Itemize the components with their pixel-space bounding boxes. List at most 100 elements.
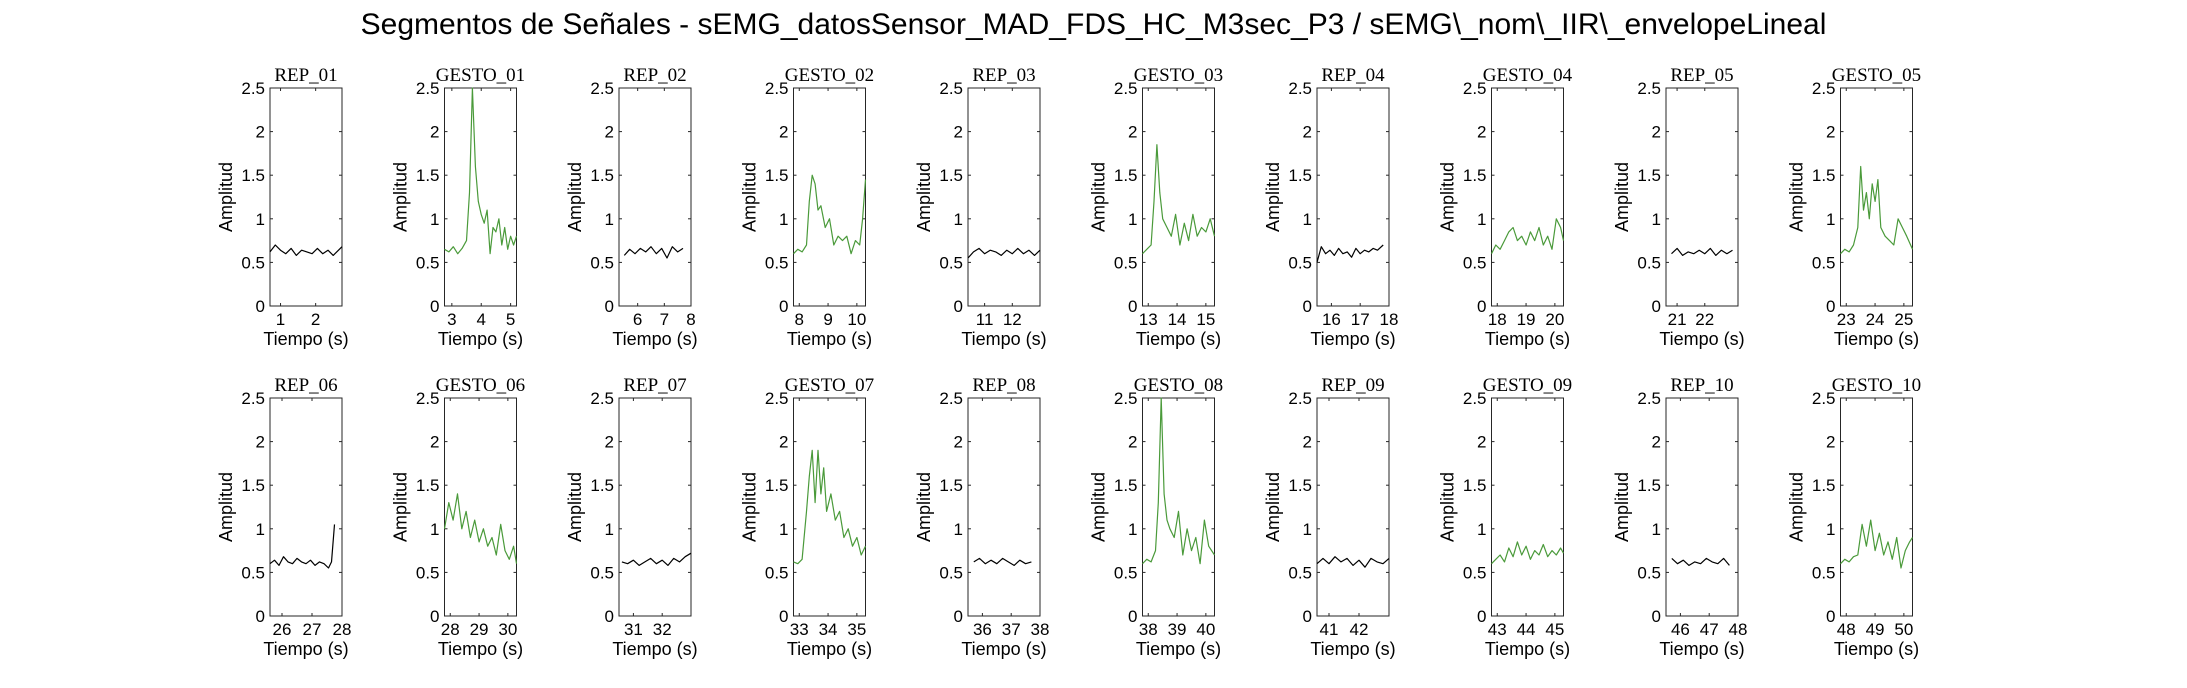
y-axis-label: Amplitud xyxy=(216,472,236,542)
y-tick-label: 1 xyxy=(1826,210,1835,229)
y-axis-label: Amplitud xyxy=(740,472,760,542)
y-tick-label: 1 xyxy=(256,210,265,229)
y-tick-label: 1.5 xyxy=(241,476,265,495)
y-tick-label: 1.5 xyxy=(241,166,265,185)
x-tick-label: 26 xyxy=(273,620,292,639)
y-tick-label: 2 xyxy=(1303,123,1312,142)
y-tick-label: 1 xyxy=(779,210,788,229)
x-tick-label: 44 xyxy=(1517,620,1536,639)
figure-title: Segmentos de Señales - sEMG_datosSensor_… xyxy=(360,8,1827,41)
y-tick-label: 1 xyxy=(430,210,439,229)
y-tick-label: 0.5 xyxy=(1637,563,1661,582)
y-tick-label: 1 xyxy=(1826,520,1835,539)
signal-line xyxy=(269,244,343,256)
x-tick-label: 15 xyxy=(1196,310,1215,329)
y-tick-label: 0 xyxy=(605,297,614,316)
y-tick-label: 0 xyxy=(1128,297,1137,316)
axes-box xyxy=(1665,87,1739,307)
x-tick-label: 36 xyxy=(973,620,992,639)
x-tick-label: 11 xyxy=(976,310,994,329)
signal-line xyxy=(444,87,518,255)
x-tick-label: 39 xyxy=(1168,620,1187,639)
y-axis-label: Amplitud xyxy=(1089,472,1109,542)
y-tick-label: 1 xyxy=(954,210,963,229)
x-tick-label: 17 xyxy=(1351,310,1370,329)
signal-line xyxy=(1491,541,1565,565)
y-tick-label: 0.5 xyxy=(765,253,789,272)
x-tick-label: 48 xyxy=(1837,620,1856,639)
y-tick-label: 2.5 xyxy=(590,79,614,98)
x-axis-label: Tiempo (s) xyxy=(1659,329,1744,349)
y-tick-label: 0 xyxy=(779,607,788,626)
y-tick-label: 1 xyxy=(1303,210,1312,229)
x-axis-label: Tiempo (s) xyxy=(1310,329,1395,349)
y-axis-label: Amplitud xyxy=(1438,472,1458,542)
y-axis-label: Amplitud xyxy=(1787,162,1807,232)
y-tick-label: 2 xyxy=(256,123,265,142)
signal-line xyxy=(623,246,684,259)
y-tick-label: 1.5 xyxy=(1812,166,1836,185)
x-tick-label: 16 xyxy=(1322,310,1341,329)
x-tick-label: 37 xyxy=(1002,620,1021,639)
signal-line xyxy=(1142,144,1216,255)
subplot-title: REP_04 xyxy=(1321,65,1385,86)
subplot-title: REP_09 xyxy=(1321,375,1384,396)
x-tick-label: 6 xyxy=(633,310,642,329)
x-tick-label: 3 xyxy=(447,310,456,329)
y-tick-label: 2.5 xyxy=(1463,79,1487,98)
axes-box xyxy=(1491,397,1564,617)
x-tick-label: 30 xyxy=(498,620,517,639)
y-tick-label: 1 xyxy=(1477,210,1486,229)
x-tick-label: 9 xyxy=(823,310,832,329)
x-axis-label: Tiempo (s) xyxy=(438,639,523,659)
x-tick-label: 29 xyxy=(470,620,489,639)
x-tick-label: 28 xyxy=(333,620,352,639)
y-axis-label: Amplitud xyxy=(391,472,411,542)
x-tick-label: 43 xyxy=(1488,620,1507,639)
y-axis-label: Amplitud xyxy=(565,162,585,232)
y-tick-label: 0 xyxy=(954,297,963,316)
y-tick-label: 2 xyxy=(954,433,963,452)
y-tick-label: 1.5 xyxy=(765,476,789,495)
axes-box xyxy=(269,397,343,617)
y-tick-label: 0.5 xyxy=(1114,563,1138,582)
x-axis-label: Tiempo (s) xyxy=(1834,639,1919,659)
y-tick-label: 1 xyxy=(1128,210,1137,229)
x-tick-label: 8 xyxy=(686,310,695,329)
y-tick-label: 0.5 xyxy=(1812,563,1836,582)
x-tick-label: 22 xyxy=(1695,310,1714,329)
y-tick-label: 2 xyxy=(1826,433,1835,452)
subplot-title: GESTO_10 xyxy=(1832,375,1921,396)
x-tick-label: 34 xyxy=(819,620,838,639)
x-tick-label: 47 xyxy=(1700,620,1719,639)
x-tick-label: 1 xyxy=(276,310,285,329)
signal-line xyxy=(973,557,1032,567)
y-tick-label: 0 xyxy=(1303,607,1312,626)
signal-line xyxy=(269,524,336,569)
y-tick-label: 2.5 xyxy=(1114,389,1138,408)
y-tick-label: 1 xyxy=(605,520,614,539)
axes-box xyxy=(1491,87,1564,307)
y-tick-label: 1.5 xyxy=(416,166,440,185)
y-tick-label: 0.5 xyxy=(416,563,440,582)
x-tick-label: 7 xyxy=(660,310,669,329)
axes-box xyxy=(793,87,866,307)
x-tick-label: 2 xyxy=(311,310,320,329)
y-tick-label: 2 xyxy=(954,123,963,142)
axes-box xyxy=(1142,397,1215,617)
y-tick-label: 1.5 xyxy=(939,166,963,185)
x-tick-label: 35 xyxy=(847,620,866,639)
y-tick-label: 0 xyxy=(1303,297,1312,316)
signal-line xyxy=(1316,556,1390,568)
y-tick-label: 2.5 xyxy=(939,79,963,98)
y-tick-label: 1 xyxy=(430,520,439,539)
subplot-title: REP_10 xyxy=(1670,375,1733,396)
x-axis-label: Tiempo (s) xyxy=(961,329,1046,349)
x-tick-label: 4 xyxy=(477,310,486,329)
